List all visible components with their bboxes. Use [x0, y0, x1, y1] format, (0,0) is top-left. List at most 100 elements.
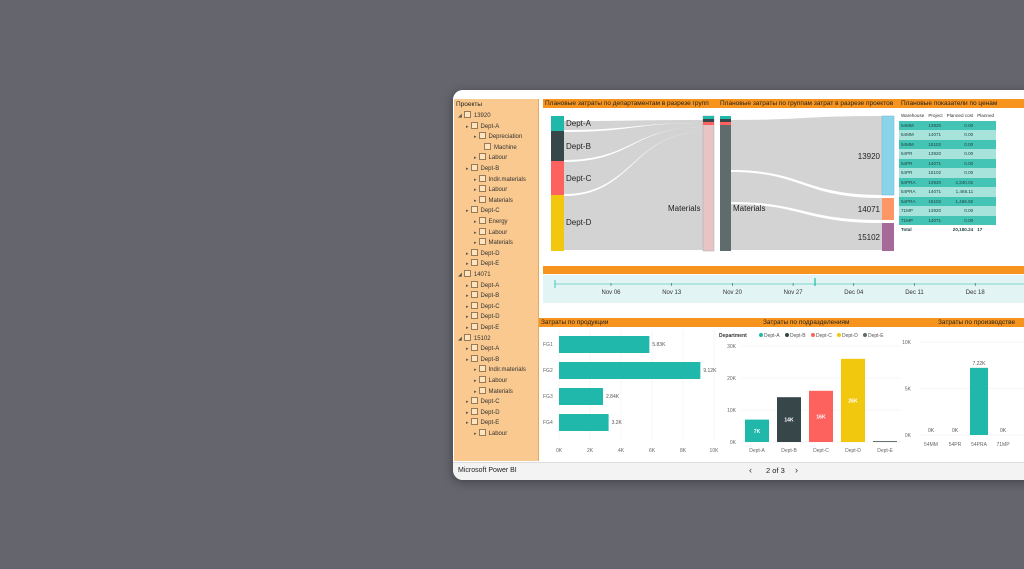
legend-item-label[interactable]: Dept-B	[790, 333, 806, 339]
col-planned-cost[interactable]: Planned cost	[946, 113, 974, 119]
table-row[interactable]: 54PR 14071 0.00	[899, 158, 997, 168]
expand-chevron-icon[interactable]: ▸	[474, 388, 477, 395]
products-bar[interactable]	[559, 336, 650, 353]
tree-item[interactable]: ▸ Labour	[474, 185, 507, 193]
tree-item[interactable]: ▸ Dept-C	[466, 206, 500, 214]
expand-chevron-icon[interactable]: ▸	[466, 282, 469, 289]
tree-checkbox[interactable]	[470, 206, 478, 214]
sankey-node-dept-a[interactable]	[551, 116, 564, 131]
expand-chevron-icon[interactable]: ▸	[466, 261, 469, 268]
expand-chevron-icon[interactable]: ▸	[466, 346, 469, 353]
tree-checkbox[interactable]	[463, 270, 471, 277]
tree-checkbox[interactable]	[478, 185, 486, 193]
legend-item-label[interactable]: Dept-C	[816, 333, 832, 339]
expand-chevron-icon[interactable]: ▸	[466, 166, 469, 172]
tree-item[interactable]: ▸ Labour	[474, 153, 507, 161]
timeline-slicer[interactable]: Nov 06 Nov 13 Nov 20 Nov 27 Dec 04 Dec 11 Dec …	[543, 275, 1024, 303]
next-page-button[interactable]: ›	[795, 465, 798, 475]
tree-item[interactable]: ▸ Dept-D	[466, 312, 500, 320]
tree-item[interactable]: ▸ Dept-B	[466, 291, 499, 299]
expand-chevron-icon[interactable]: ▸	[466, 208, 469, 215]
price-table-container[interactable]: Warehouse Project Planned cost Planned 5…	[899, 111, 1024, 253]
tree-checkbox[interactable]	[478, 153, 486, 161]
tree-checkbox[interactable]	[470, 280, 478, 288]
expand-chevron-icon[interactable]: ▸	[466, 303, 469, 310]
expand-chevron-icon[interactable]: ▸	[466, 325, 469, 331]
expand-chevron-icon[interactable]: ▸	[466, 399, 469, 406]
table-row[interactable]: 54MM 13920 0.00	[899, 120, 997, 130]
tree-item[interactable]: ▸ Dept-E	[466, 418, 499, 426]
expand-chevron-icon[interactable]: ▸	[466, 293, 469, 300]
legend-item-label[interactable]: Dept-E	[868, 333, 884, 339]
tree-checkbox[interactable]	[470, 397, 478, 405]
tree-checkbox[interactable]	[478, 227, 486, 235]
tree-checkbox[interactable]	[470, 323, 478, 330]
tree-checkbox[interactable]	[470, 121, 478, 129]
sankey2-node-13920[interactable]	[881, 115, 895, 196]
tree-checkbox[interactable]	[470, 164, 478, 171]
products-bar[interactable]	[559, 388, 604, 405]
tree-item[interactable]: ▸ Labour	[474, 429, 507, 437]
tree-checkbox[interactable]	[478, 174, 486, 182]
tree-item[interactable]: ▸ Dept-A	[466, 344, 499, 352]
legend-marker[interactable]	[863, 333, 867, 337]
expand-chevron-icon[interactable]: ▸	[466, 356, 469, 363]
col-warehouse[interactable]: Warehouse	[901, 113, 925, 119]
tree-item[interactable]: ▸ Dept-E	[466, 323, 499, 331]
tree-checkbox[interactable]	[470, 344, 478, 352]
tree-item[interactable]: Machine	[482, 142, 517, 151]
tree-checkbox[interactable]	[484, 142, 491, 150]
tree-item[interactable]: ▸ Materials	[474, 195, 513, 204]
tree-item[interactable]: ▸ Dept-A	[466, 280, 499, 289]
tree-checkbox[interactable]	[470, 407, 478, 415]
expand-chevron-icon[interactable]: ▸	[474, 176, 477, 183]
products-bar[interactable]	[559, 362, 701, 379]
expand-chevron-icon[interactable]: ▸	[474, 378, 477, 384]
prev-page-button[interactable]: ‹	[749, 465, 752, 475]
sankey2-node-15102[interactable]	[882, 223, 894, 251]
legend-marker[interactable]	[811, 333, 815, 337]
tree-checkbox[interactable]	[470, 291, 478, 299]
expand-chevron-icon[interactable]: ▸	[466, 250, 469, 257]
tree-checkbox[interactable]	[470, 418, 478, 426]
table-row[interactable]: 54PRA 13920 4,340.02	[899, 177, 997, 187]
tree-item[interactable]: ▸ Dept-C	[466, 301, 500, 310]
expand-chevron-icon[interactable]: ▸	[474, 240, 477, 247]
legend-item-label[interactable]: Dept-D	[842, 333, 858, 339]
tree-checkbox[interactable]	[470, 301, 478, 309]
sankey-node-dept-d[interactable]	[551, 195, 564, 251]
expand-chevron-icon[interactable]: ▸	[466, 123, 469, 130]
legend-item-label[interactable]: Dept-A	[764, 333, 780, 339]
tree-checkbox[interactable]	[478, 132, 486, 140]
tree-item[interactable]: ▸ Materials	[474, 238, 513, 246]
sankey-node-materials[interactable]	[702, 115, 715, 252]
expand-chevron-icon[interactable]: ◢	[458, 335, 462, 342]
table-row[interactable]: 54PR 15102 0.00	[899, 168, 997, 178]
departments-bar[interactable]	[841, 358, 865, 442]
tree-item[interactable]: ▸ Energy	[474, 217, 508, 225]
tree-item[interactable]: ▸ Depreciation	[474, 132, 522, 140]
tree-item[interactable]: ▸ Dept-C	[466, 397, 500, 405]
table-row[interactable]: 54MM 15102 0.00	[899, 139, 997, 149]
tree-item[interactable]: ◢ 14071	[458, 270, 491, 278]
tree-checkbox[interactable]	[478, 376, 486, 383]
tree-checkbox[interactable]	[478, 195, 486, 203]
tree-item[interactable]: ▸ Labour	[474, 376, 507, 384]
tree-item[interactable]: ▸ Indir.materials	[474, 174, 526, 183]
table-row[interactable]: 54PRA 15102 1,466.92	[899, 196, 997, 206]
tree-item[interactable]: ▸ Dept-D	[466, 248, 500, 257]
powerbi-brand[interactable]: Microsoft Power BI	[458, 467, 517, 474]
tree-item[interactable]: ◢ 13920	[458, 111, 491, 119]
sankey-node-dept-c[interactable]	[551, 161, 564, 195]
expand-chevron-icon[interactable]: ▸	[466, 314, 469, 321]
sankey2-node-14071[interactable]	[882, 198, 894, 220]
legend-marker[interactable]	[759, 333, 763, 337]
table-row[interactable]: 54MM 14071 0.00	[899, 130, 997, 140]
expand-chevron-icon[interactable]: ▸	[474, 219, 477, 225]
expand-chevron-icon[interactable]: ▸	[474, 431, 477, 437]
tree-checkbox[interactable]	[463, 333, 471, 341]
col-project[interactable]: Project	[928, 113, 943, 119]
tree-checkbox[interactable]	[478, 429, 486, 436]
products-bar[interactable]	[559, 414, 609, 431]
tree-checkbox[interactable]	[470, 248, 478, 256]
